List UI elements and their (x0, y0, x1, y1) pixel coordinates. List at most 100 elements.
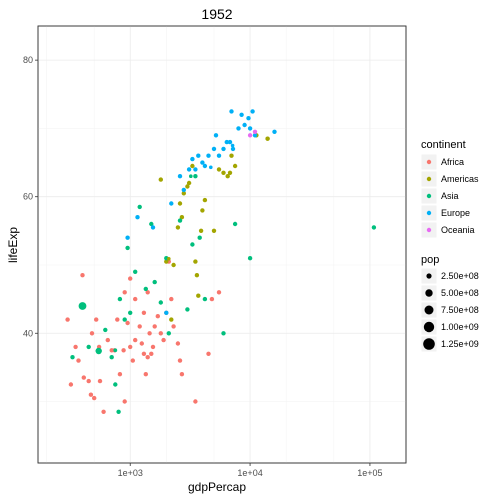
data-point-africa (177, 358, 183, 363)
data-point-africa (115, 317, 120, 322)
data-point-africa (133, 337, 138, 343)
legend-swatch-oceania (426, 227, 432, 233)
size-legend-swatch (424, 305, 434, 315)
data-point-asia-large (95, 347, 102, 355)
data-point-europe (181, 187, 186, 193)
data-point-americas (193, 259, 198, 264)
data-point-asia (371, 225, 377, 230)
data-point-europe-large (230, 143, 235, 148)
data-point-europe (193, 167, 198, 172)
data-point-africa (88, 392, 94, 397)
data-point-americas (200, 208, 205, 213)
data-point-asia (177, 218, 183, 223)
data-point-africa (147, 331, 152, 336)
data-point-europe (206, 153, 211, 158)
data-point-africa (209, 296, 215, 302)
data-point-europe (246, 116, 251, 121)
data-point-asia (86, 344, 91, 350)
data-point-africa (171, 324, 176, 329)
data-point-europe (250, 109, 255, 114)
data-point-americas (216, 167, 222, 172)
data-point-africa (137, 324, 142, 329)
data-point-americas (181, 191, 186, 196)
plot-panel: 1e+03 1e+04 1e+05 40 60 80 (23, 25, 407, 478)
data-point-asia (152, 279, 157, 285)
data-point-africa (122, 399, 127, 404)
data-point-africa (169, 296, 174, 302)
data-point-africa (65, 317, 70, 322)
legend-label-oceania: Oceania (441, 225, 475, 235)
legend-label-europe: Europe (441, 208, 470, 218)
data-point-europe (227, 139, 233, 145)
size-legend-label: 1.00e+09 (441, 322, 479, 332)
legend-swatch-asia (426, 193, 432, 199)
data-point-africa (216, 290, 222, 295)
size-legend-swatch (426, 273, 432, 279)
data-point-americas (169, 317, 174, 322)
data-point-africa (125, 320, 130, 326)
data-point-asia (247, 256, 253, 261)
data-point-americas (185, 184, 190, 189)
data-point-americas (186, 180, 192, 186)
data-point-asia-large (189, 174, 193, 178)
data-point-europe-large (209, 165, 213, 170)
data-point-africa (86, 378, 91, 384)
data-point-africa (206, 351, 211, 356)
data-point-africa (149, 351, 154, 356)
data-point-africa (68, 382, 74, 387)
data-point-europe (169, 201, 174, 206)
data-point-americas (227, 170, 233, 175)
data-point-asia (137, 204, 142, 210)
data-point-asia (158, 300, 163, 305)
data-point-africa (193, 399, 198, 404)
data-point-asia (128, 310, 133, 315)
data-point-oceania (252, 129, 258, 134)
data-point-europe (242, 122, 247, 128)
data-point-asia (143, 286, 148, 292)
data-point-asia (166, 331, 171, 336)
legend-swatch-americas (426, 176, 432, 182)
data-point-americas (202, 197, 208, 203)
x-tick-label: 1e+04 (237, 468, 262, 478)
data-point-europe (224, 139, 229, 145)
y-tick-label: 60 (23, 192, 33, 202)
data-point-africa (117, 372, 123, 377)
size-legend-label: 1.25e+09 (441, 339, 479, 349)
data-point-americas (232, 163, 238, 169)
data-point-africa (97, 378, 103, 384)
data-point-africa (143, 372, 148, 377)
x-tick-label: 1e+03 (118, 468, 143, 478)
data-point-africa (76, 358, 81, 363)
data-point-asia (149, 221, 154, 227)
data-point-africa (73, 344, 78, 350)
data-point-europe (177, 174, 183, 179)
data-point-africa (161, 337, 166, 343)
data-point-asia (133, 269, 138, 274)
data-point-americas (196, 293, 201, 298)
size-legend-label: 2.50e+08 (441, 271, 479, 281)
data-point-asia (116, 409, 121, 414)
data-point-europe (190, 156, 195, 162)
data-point-africa (94, 317, 99, 322)
data-point-africa (155, 314, 160, 319)
data-point-americas (177, 201, 183, 206)
data-point-europe (229, 109, 234, 114)
data-point-africa (80, 273, 85, 278)
y-tick-label: 40 (23, 328, 33, 338)
size-legend-swatch (423, 321, 435, 333)
x-tick-label: 1e+05 (357, 468, 382, 478)
data-point-africa (145, 290, 150, 295)
data-point-africa (179, 372, 185, 377)
data-point-asia (221, 331, 226, 336)
data-point-americas (194, 273, 200, 278)
data-point-europe (150, 225, 156, 230)
chart-title: 1952 (201, 6, 232, 22)
data-point-europe (252, 133, 258, 138)
data-point-asia (193, 174, 198, 179)
data-point-europe (230, 146, 236, 152)
data-point-africa (105, 337, 111, 343)
data-point-africa (128, 276, 133, 281)
data-point-asia (113, 382, 118, 387)
data-point-africa (150, 344, 156, 350)
